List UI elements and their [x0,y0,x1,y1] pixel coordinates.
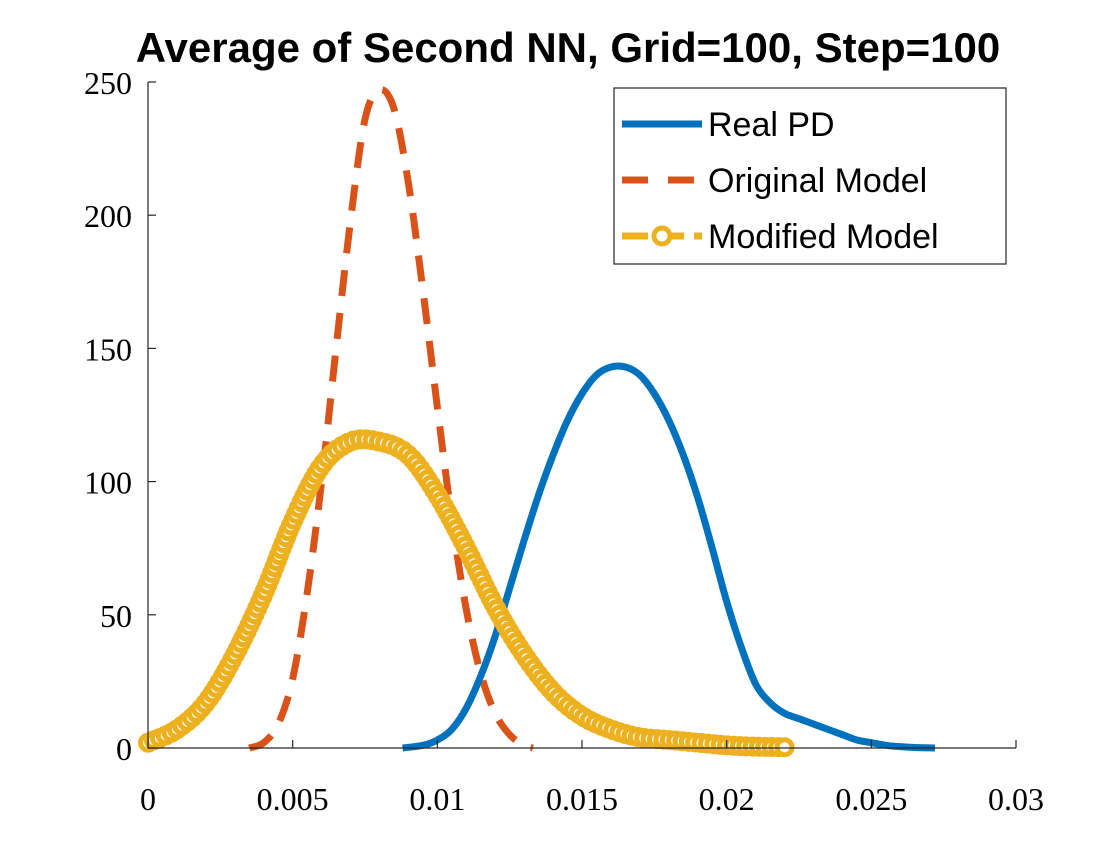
x-tick-label: 0.01 [409,781,465,817]
x-tick-label: 0.02 [699,781,755,817]
legend: Real PD Original Model Modified Model [614,88,1006,264]
legend-swatch-marker [654,228,670,244]
legend-label: Original Model [708,162,927,200]
y-tick-label: 50 [100,598,132,634]
x-tick-label: 0.015 [546,781,618,817]
y-tick-label: 150 [84,331,132,367]
x-tick-label: 0.03 [988,781,1044,817]
y-tick-label: 0 [116,731,132,767]
y-tick-label: 200 [84,198,132,234]
x-tick-label: 0 [140,781,156,817]
y-tick-label: 100 [84,465,132,501]
series-marker-modified-model [777,740,792,755]
legend-label: Real PD [708,106,835,144]
y-tick-label: 250 [84,65,132,101]
x-tick-label: 0.025 [835,781,907,817]
legend-label: Modified Model [708,218,939,256]
x-tick-label: 0.005 [257,781,329,817]
chart-title: Average of Second NN, Grid=100, Step=100 [136,24,1000,71]
